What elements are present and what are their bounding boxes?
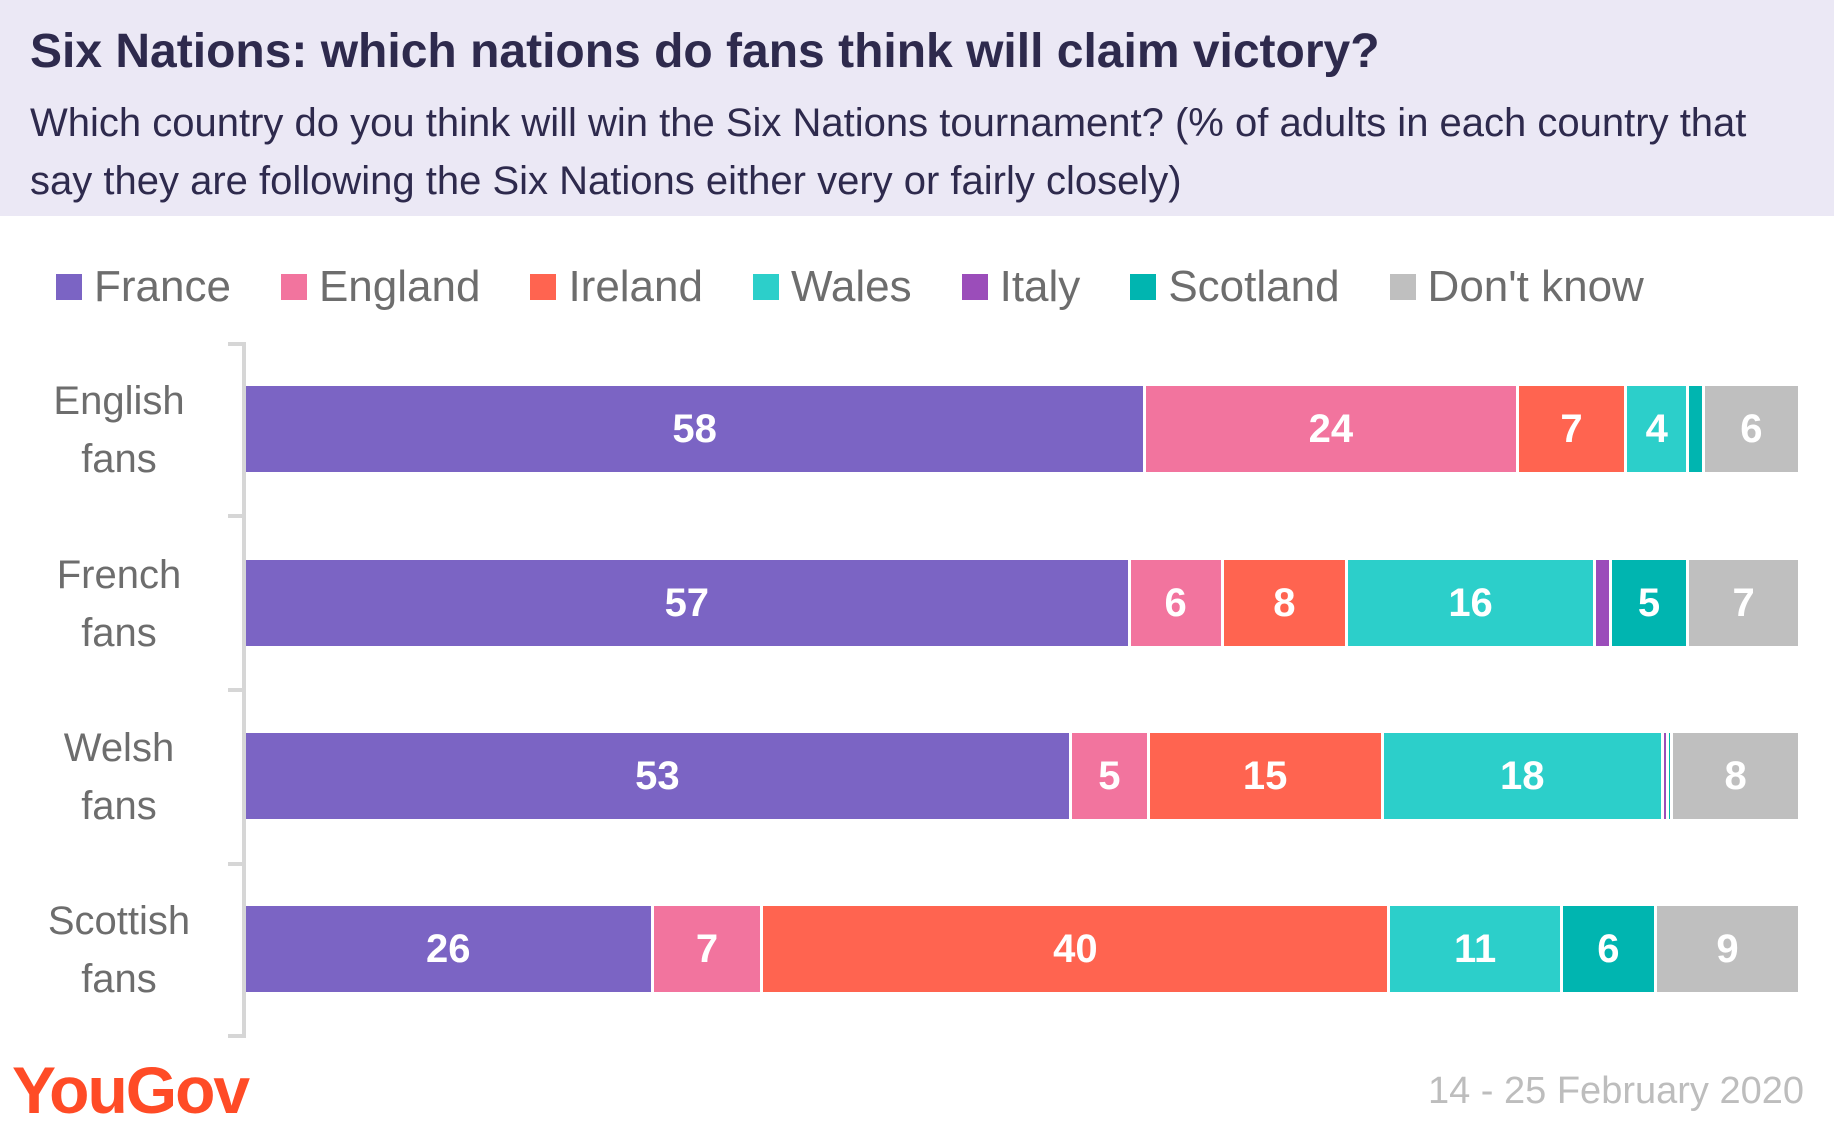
yougov-logo: YouGov [12,1053,250,1127]
legend-swatch [1130,274,1157,300]
legend-item-france: France [56,262,231,312]
data-label: 57 [664,580,710,625]
category-axis-tick [228,1034,246,1038]
legend-swatch [56,274,82,300]
data-label: 4 [1645,406,1668,451]
data-label: 7 [1732,580,1755,625]
bar-segment-england: 5 [1071,733,1150,819]
bar-row: 58 24 7 4 6 [246,386,1798,472]
legend-swatch [1389,274,1416,300]
bar-segment-don-t-know: 9 [1656,906,1798,992]
legend-swatch [752,274,779,300]
bar-segment-don-t-know: 7 [1689,560,1798,646]
legend-label: France [94,262,231,311]
legend-label: Scotland [1168,262,1340,311]
legend-swatch [280,274,307,300]
data-label: 58 [672,406,717,451]
category-label-line: fans [81,957,157,1001]
bar-segment-france: 26 [246,906,654,992]
data-label: 7 [1560,406,1583,451]
data-label: 7 [695,926,719,971]
bar-segment-don-t-know: 6 [1704,386,1798,472]
bar-row: 57 6 8 16 5 7 [246,560,1798,646]
data-label: 8 [1273,580,1296,625]
data-label: 53 [635,753,680,798]
bar-segment-france: 53 [246,733,1072,819]
legend-label: Don't know [1427,262,1644,311]
data-label: 40 [1053,926,1098,971]
bar-segment-france: 57 [246,560,1131,646]
category-axis-tick [228,688,246,692]
category-label-line: fans [81,611,157,655]
data-label: 18 [1499,753,1545,798]
bar-segment-england: 24 [1146,386,1519,472]
legend-item-england: England [280,262,481,312]
bar-row: 53 5 15 18 8 [246,733,1798,819]
legend-swatch [961,274,988,300]
category-label-line: English [53,379,185,423]
bar-segment-wales: 4 [1627,386,1690,472]
legend-item-ireland: Ireland [530,262,703,312]
category-axis-tick [228,342,246,346]
bar-segment-scotland: 6 [1562,906,1657,992]
legend-item-wales: Wales [752,262,912,312]
bar-segment-scotland [1668,733,1674,819]
legend-item-italy: Italy [961,262,1081,312]
bar-segment-england: 6 [1130,560,1224,646]
bar-segment-italy [1663,733,1669,819]
data-label: 5 [1637,580,1661,625]
bar-segment-france: 58 [246,386,1147,472]
category-label: English fans [14,372,224,488]
bar-segment-ireland: 40 [763,906,1391,992]
category-label-line: Welsh [63,726,175,770]
data-label: 26 [426,926,471,971]
legend-label: Italy [999,262,1081,311]
data-label: 8 [1724,753,1747,798]
bar-segment-scotland [1689,386,1705,472]
data-label: 6 [1164,580,1187,625]
category-label-line: fans [81,437,157,481]
fieldwork-date: 14 - 25 February 2020 [1427,1070,1804,1112]
category-axis-tick [228,862,246,866]
category-label: Scottish fans [14,892,224,1008]
bar-segment-england: 7 [653,906,764,992]
bar-segment-ireland: 15 [1149,733,1384,819]
category-label-line: Scottish [47,899,191,943]
legend-label: Wales [790,262,912,311]
data-label: 5 [1098,753,1121,798]
legend-item-scotland: Scotland [1130,262,1340,312]
data-label: 9 [1716,926,1739,971]
category-label-line: fans [81,784,157,828]
bar-segment-don-t-know: 8 [1673,733,1798,819]
data-label: 16 [1448,580,1493,625]
bar-segment-ireland: 8 [1223,560,1348,646]
legend-label: Ireland [568,262,703,311]
bar-segment-scotland: 5 [1611,560,1690,646]
bar-segment-wales: 18 [1383,733,1664,819]
legend-item-don-t-know: Don't know [1389,262,1644,312]
chart-title: Six Nations: which nations do fans think… [30,25,1380,78]
legend-label: England [318,262,481,311]
chart-header: Six Nations: which nations do fans think… [0,0,1834,216]
category-axis-tick [228,514,246,518]
data-label: 6 [1597,926,1620,971]
bar-row: 26 7 40 11 6 9 [246,906,1798,992]
data-label: 24 [1308,406,1354,451]
chart-legend: France England Ireland Wales Italy Scotland Do… [56,262,1694,312]
category-label: Welsh fans [14,719,224,835]
bar-segment-italy [1596,560,1612,646]
category-label-line: French [56,553,182,597]
bar-segment-wales: 11 [1390,906,1563,992]
data-label: 15 [1242,753,1288,798]
data-label: 6 [1740,406,1763,451]
category-label: French fans [14,546,224,662]
data-label: 11 [1453,926,1497,971]
legend-swatch [530,274,557,300]
chart-subtitle: Which country do you think will win the … [30,101,1747,203]
bar-segment-ireland: 7 [1518,386,1628,472]
bar-segment-wales: 16 [1347,560,1597,646]
